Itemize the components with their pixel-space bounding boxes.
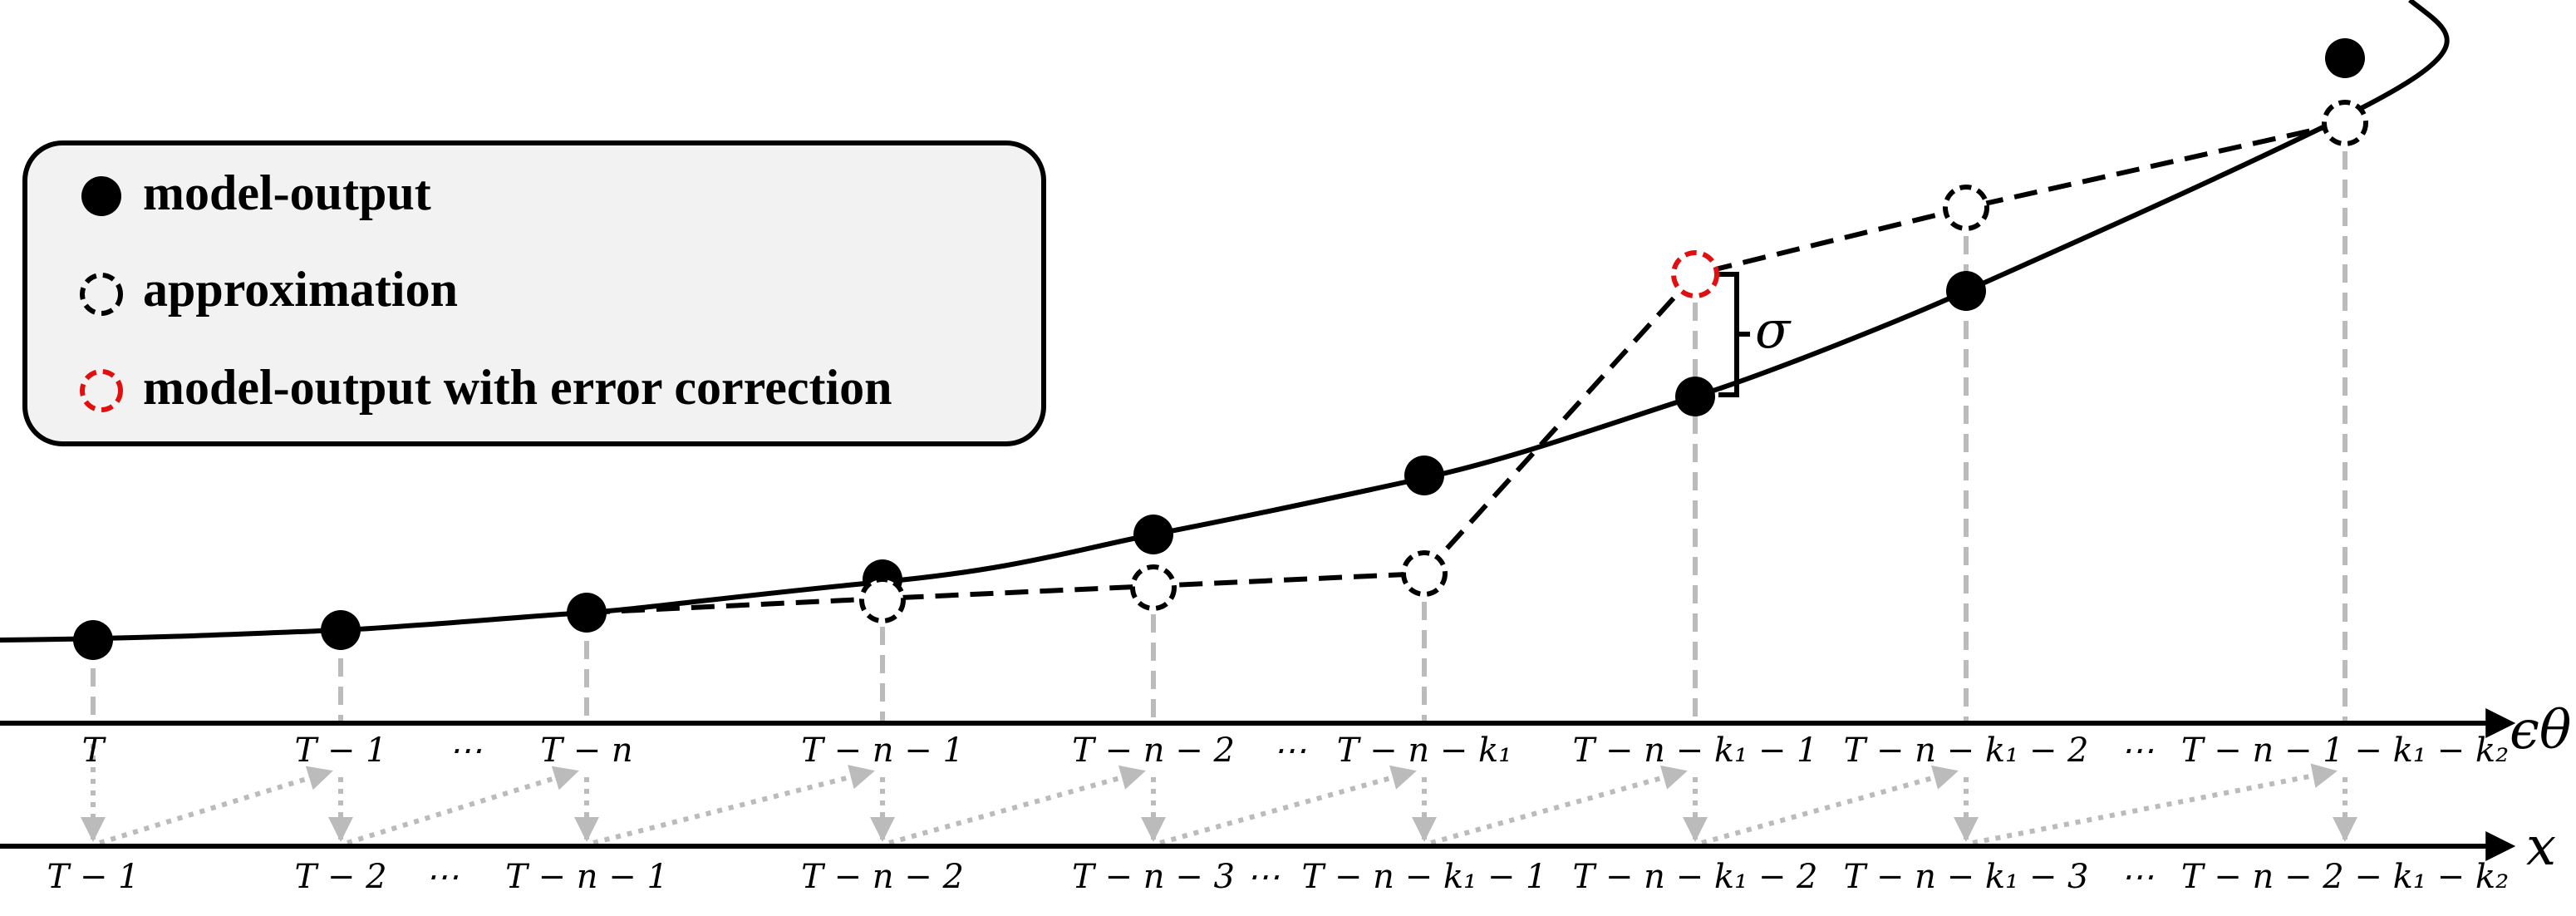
error-correction-point — [1671, 250, 1719, 298]
tick-label: T − n − 1 − k₁ − k₂ — [2181, 731, 2509, 770]
tick-label: ⋯ — [425, 858, 459, 896]
tick-label: T − n — [540, 731, 632, 770]
model-output-point — [1133, 515, 1173, 554]
tick-label: T − n − 1 — [505, 858, 668, 896]
tick-label: T − n − k₁ — [1337, 731, 1512, 770]
tick-label: T − n − k₁ − 2 — [1844, 731, 2089, 770]
legend-label-model-output: model-output — [143, 165, 431, 220]
epsilon-axis-label: ϵθ — [2510, 700, 2571, 761]
model-output-curve — [0, 0, 2450, 643]
tick-label: ⋯ — [2121, 731, 2154, 770]
approximation-point — [1943, 185, 1989, 231]
model-output-point — [567, 593, 607, 633]
legend: model-output approximation model-output … — [22, 140, 1046, 446]
tick-label: T − n − k₁ − 1 — [1302, 858, 1547, 896]
approximation-legend-marker — [80, 273, 123, 316]
legend-box — [22, 140, 1046, 446]
sigma-label: σ — [1755, 299, 1792, 360]
tick-label: T − n − k₁ − 3 — [1844, 858, 2089, 896]
vertical-transfer-arrows — [81, 744, 2357, 842]
sigma-bracket — [1718, 272, 1750, 397]
tick-label: T − n − k₁ − 2 — [1573, 858, 1818, 896]
tick-label: T − n − k₁ − 1 — [1573, 731, 1818, 770]
tick-label: ⋯ — [449, 731, 482, 770]
tick-label: T − 2 — [294, 858, 386, 896]
error-correction-legend-marker — [80, 369, 123, 412]
legend-label-approximation: approximation — [143, 262, 458, 317]
x-axis-label: x — [2526, 816, 2556, 878]
tick-label: T − n − 3 — [1072, 858, 1235, 896]
tick-label: ⋯ — [1246, 858, 1280, 896]
approximation-point — [859, 577, 906, 623]
model-output-legend-marker — [81, 176, 121, 216]
diagonal-transfer-arrows — [99, 763, 2338, 845]
epsilon-tick-labels: T T − 1 ⋯ T − n T − n − 1 T − n − 2 ⋯ T … — [82, 731, 2509, 770]
tick-label: ⋯ — [1273, 731, 1306, 770]
model-output-markers — [73, 38, 2365, 660]
approximation-point — [2322, 100, 2368, 146]
tick-label: ⋯ — [2121, 858, 2154, 896]
tick-label: T — [82, 731, 107, 770]
x-tick-labels: T − 1 T − 2 ⋯ T − n − 1 T − n − 2 T − n … — [47, 858, 2509, 896]
model-output-point — [321, 610, 361, 650]
model-output-point — [2325, 38, 2365, 78]
tick-label: T − n − 2 — [801, 858, 964, 896]
model-output-point — [1404, 456, 1444, 495]
approximation-markers — [859, 100, 2368, 623]
legend-label-error-correction: model-output with error correction — [143, 360, 892, 415]
model-output-point — [1675, 377, 1715, 416]
tick-label: T − n − 2 − k₁ − k₂ — [2181, 858, 2509, 896]
model-output-point — [73, 620, 113, 660]
tick-label: T − 1 — [294, 731, 386, 770]
approximation-point — [1130, 564, 1177, 611]
approximation-point — [1401, 550, 1448, 597]
tick-label: T − 1 — [47, 858, 139, 896]
model-output-point — [1946, 271, 1986, 311]
tick-label: T − n − 1 — [801, 731, 964, 770]
tick-label: T − n − 2 — [1072, 731, 1235, 770]
